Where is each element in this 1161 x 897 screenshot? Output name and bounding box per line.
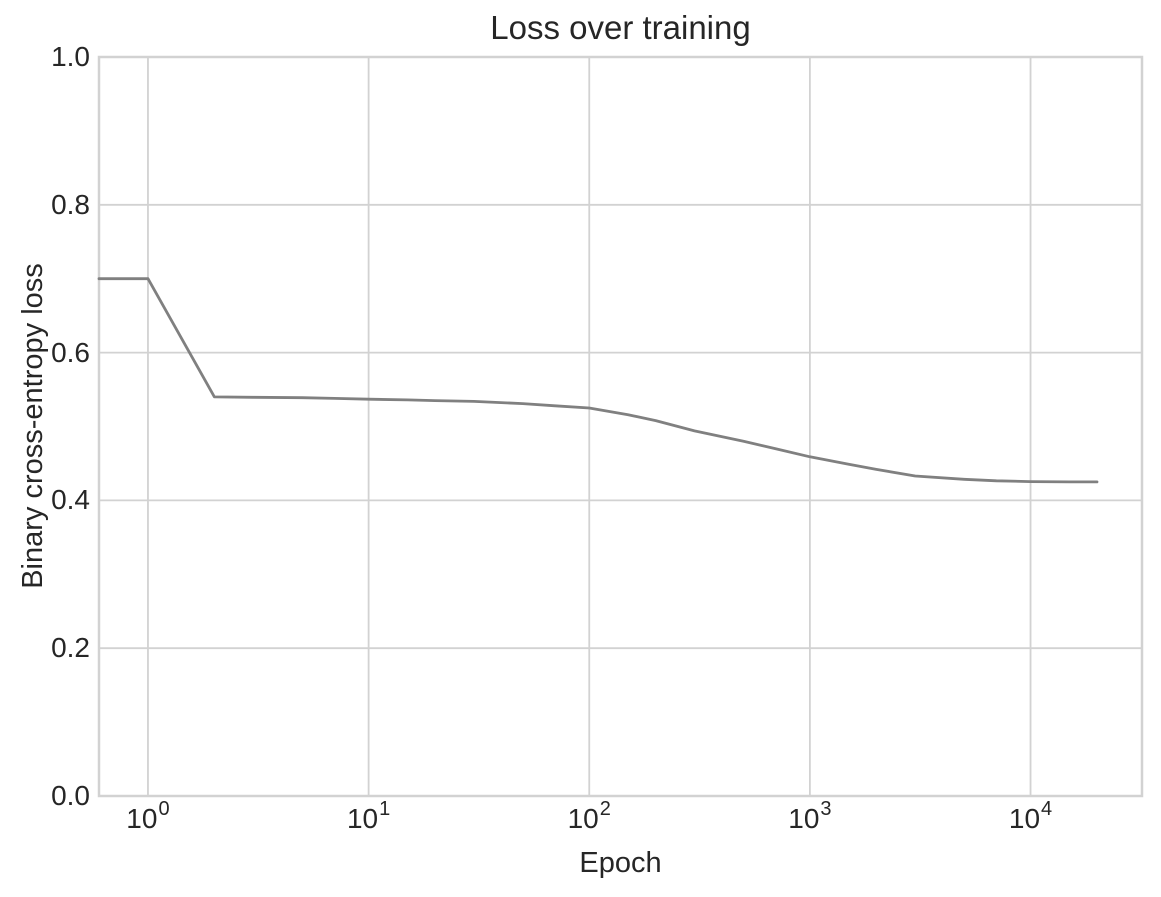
x-tick-label: 104 bbox=[971, 797, 1091, 837]
y-tick-label: 0.2 bbox=[51, 632, 90, 664]
x-tick-label: 103 bbox=[750, 797, 870, 837]
axes-frame bbox=[97, 55, 1144, 798]
x-tick-exponent: 2 bbox=[599, 797, 611, 820]
y-tick-label: 0.6 bbox=[51, 336, 90, 368]
x-tick-base: 10 bbox=[126, 803, 158, 834]
loss-curve bbox=[97, 277, 1099, 484]
x-tick-base: 10 bbox=[567, 803, 599, 834]
x-axis-label: Epoch bbox=[579, 847, 662, 879]
x-tick-exponent: 0 bbox=[158, 797, 170, 820]
y-axis-label: Binary cross-entropy loss bbox=[17, 263, 49, 589]
x-tick-exponent: 4 bbox=[1041, 797, 1053, 820]
y-tick-label: 0.4 bbox=[51, 484, 90, 516]
y-tick-label: 0.8 bbox=[51, 188, 90, 220]
x-tick-label: 102 bbox=[529, 797, 649, 837]
x-tick-exponent: 1 bbox=[379, 797, 391, 820]
x-tick-label: 100 bbox=[88, 797, 208, 837]
x-tick-base: 10 bbox=[788, 803, 820, 834]
x-tick-exponent: 3 bbox=[820, 797, 832, 820]
y-tick-label: 1.0 bbox=[51, 41, 90, 72]
chart-title: Loss over training bbox=[490, 9, 751, 46]
x-tick-label: 101 bbox=[309, 797, 429, 837]
y-tick-label: 0.0 bbox=[51, 780, 90, 811]
x-tick-base: 10 bbox=[346, 803, 379, 834]
x-tick-base: 10 bbox=[1008, 803, 1041, 834]
